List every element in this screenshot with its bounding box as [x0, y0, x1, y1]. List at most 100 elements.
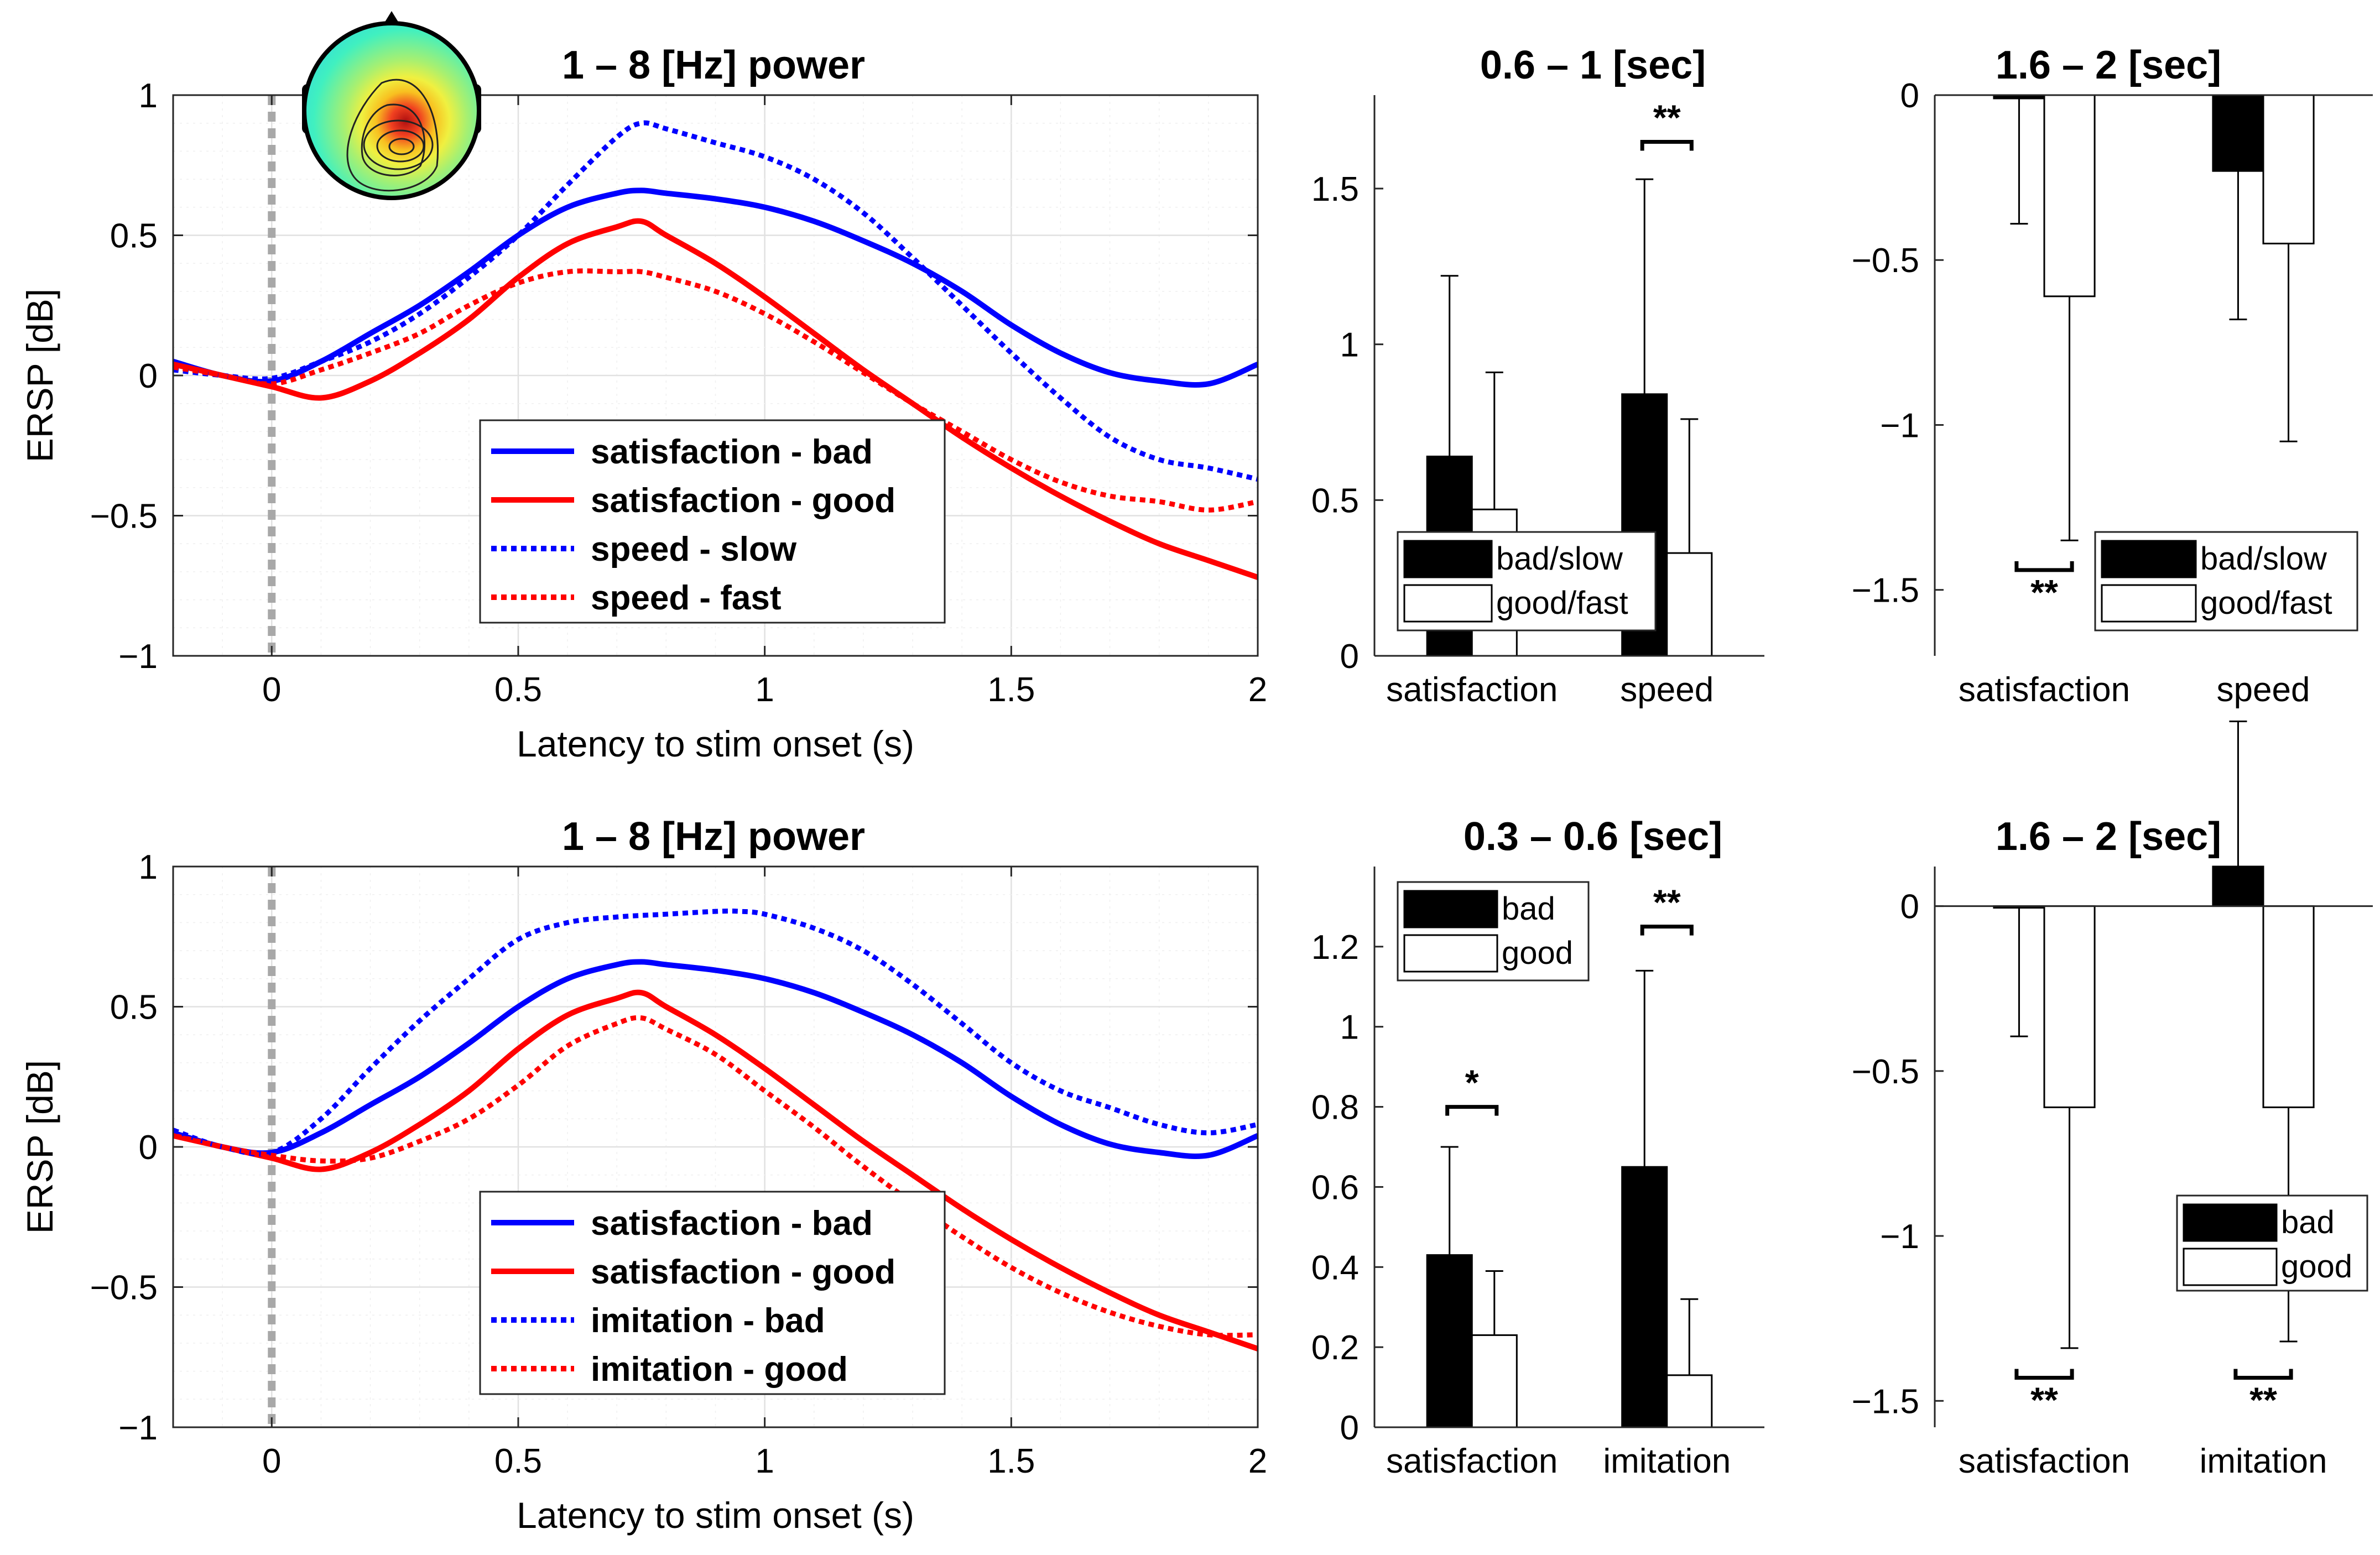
x-tick-label: 0.5 — [494, 671, 542, 709]
y-tick-label: 1.2 — [1311, 928, 1359, 967]
series-line-1 — [172, 989, 1259, 1352]
significance-bracket — [1445, 1105, 1499, 1116]
significance-label: * — [1465, 1063, 1479, 1103]
legend-label: imitation - bad — [591, 1302, 825, 1340]
x-category-label: imitation — [1603, 1442, 1731, 1480]
x-tick-label: 0 — [262, 1442, 281, 1480]
x-category-label: satisfaction — [1959, 671, 2130, 709]
bar-0-1 — [1621, 1166, 1668, 1428]
significance-label: ** — [2030, 1380, 2058, 1420]
legend-label: good/fast — [1496, 585, 1628, 621]
y-tick-label: 1.5 — [1311, 170, 1359, 208]
legend-swatch — [2101, 584, 2197, 623]
y-tick-label: 1 — [139, 848, 158, 886]
y-tick-label: 0 — [1900, 888, 1919, 926]
bar-chart-bottom-middle: ***satisfaction imitation00.20.40.60.811.… — [1311, 815, 1764, 1480]
legend-label: satisfaction - good — [591, 482, 895, 520]
y-tick-label: −0.5 — [90, 498, 158, 536]
y-tick-label: −1.5 — [1852, 572, 1919, 610]
bar-1-0 — [2043, 905, 2096, 1108]
chart-title: 1 – 8 [Hz] power — [562, 815, 865, 859]
legend-label: good — [2281, 1249, 2352, 1285]
y-tick-label: 0.5 — [110, 217, 158, 255]
bar-1-1 — [1666, 552, 1713, 657]
legend: bad good — [2176, 1194, 2368, 1292]
legend-label: satisfaction - good — [591, 1253, 895, 1291]
legend-label: good — [1502, 935, 1573, 971]
significance-bracket — [1640, 140, 1694, 151]
series-line-3 — [173, 268, 1258, 513]
y-tick-label: 1 — [1340, 1009, 1359, 1047]
y-tick-label: −1 — [1880, 406, 1919, 445]
series-line-0 — [172, 959, 1259, 1159]
legend: satisfaction - bad satisfaction - good imi… — [479, 1191, 946, 1395]
x-category-label: speed — [2217, 671, 2310, 709]
bar-chart-top-right: ** satisfaction speed 0 −0.5 −1 −1.5 1.6 – 2 [… — [1852, 43, 2373, 709]
series-line-0 — [172, 187, 1259, 388]
x-axis-label: Latency to stim onset (s) — [517, 1495, 914, 1536]
series-line-2 — [172, 908, 1258, 1157]
legend-swatch — [1403, 890, 1498, 928]
chart-title: 1.6 – 2 [sec] — [1996, 43, 2221, 87]
legend-label: bad/slow — [1496, 541, 1623, 577]
y-tick-label: −0.5 — [90, 1269, 158, 1307]
x-category-label: satisfaction — [1386, 671, 1558, 709]
chart-title: 1 – 8 [Hz] power — [562, 43, 865, 87]
bar-0-1 — [2212, 865, 2264, 907]
y-tick-label: 0.5 — [1311, 482, 1359, 520]
y-tick-label: 0.5 — [110, 989, 158, 1027]
legend-swatch — [2183, 1203, 2278, 1242]
y-tick-label: −1 — [118, 638, 158, 676]
y-tick-label: −1.5 — [1852, 1382, 1919, 1421]
significance-label: ** — [1653, 98, 1681, 138]
x-tick-label: 2 — [1248, 1442, 1267, 1480]
legend-label: bad/slow — [2200, 541, 2327, 577]
significance-label: ** — [2030, 572, 2058, 612]
bar-1-0 — [1471, 1334, 1518, 1428]
y-tick-label: 0 — [1900, 77, 1919, 115]
y-tick-label: −0.5 — [1852, 242, 1919, 280]
bar-1-1 — [1666, 1374, 1713, 1428]
legend: satisfaction - bad satisfaction - good spe… — [479, 419, 946, 624]
series-line-1 — [172, 218, 1259, 580]
line-chart-bottom: 0 0.5 1 1.5 2 1 0.5 0 −0.5 −1 1 – 8 [Hz] power La… — [19, 815, 1267, 1536]
bar-0-1 — [2212, 94, 2264, 172]
bar-1-1 — [2262, 94, 2315, 244]
x-category-label: imitation — [2200, 1442, 2327, 1480]
legend-label: speed - slow — [591, 530, 797, 568]
legend-label: imitation - good — [591, 1350, 848, 1389]
legend-swatch — [2183, 1248, 2278, 1286]
y-tick-label: 0.8 — [1311, 1089, 1359, 1127]
x-category-label: satisfaction — [1386, 1442, 1558, 1480]
x-category-label: speed — [1620, 671, 1714, 709]
y-tick-label: 0 — [139, 1129, 158, 1167]
legend-swatch — [2101, 540, 2197, 578]
significance-bracket — [2233, 1369, 2293, 1380]
legend: bad/slow good/fast — [2094, 531, 2358, 632]
legend-label: satisfaction - bad — [591, 1204, 873, 1243]
y-tick-label: −0.5 — [1852, 1053, 1919, 1091]
legend: bad/slow good/fast — [1397, 531, 1657, 632]
bar-chart-top-middle: ** satisfaction speed 0 0.5 1 1.5 0.6 – 1 [sec… — [1311, 43, 1764, 709]
significance-label: ** — [1653, 883, 1681, 922]
x-tick-label: 2 — [1248, 671, 1267, 709]
series-line-2 — [173, 120, 1258, 482]
y-tick-label: 0 — [139, 357, 158, 395]
series-line-3 — [173, 1015, 1258, 1338]
x-category-label: satisfaction — [1959, 1442, 2130, 1480]
x-tick-label: 1.5 — [987, 1442, 1035, 1480]
chart-title: 0.6 – 1 [sec] — [1480, 43, 1706, 87]
line-chart-top: 0 0.5 1 1.5 2 1 0.5 0 −0.5 −1 1 – 8 [Hz] power La… — [19, 11, 1267, 764]
y-tick-label: −1 — [118, 1409, 158, 1447]
legend-label: speed - fast — [591, 579, 782, 617]
y-tick-label: 0 — [1340, 1409, 1359, 1447]
y-tick-label: 1 — [139, 77, 158, 115]
x-tick-label: 1 — [755, 1442, 774, 1480]
x-axis-label: Latency to stim onset (s) — [517, 723, 914, 764]
bar-0-0 — [1426, 1254, 1473, 1428]
y-tick-label: −1 — [1880, 1218, 1919, 1256]
chart-title: 0.3 – 0.6 [sec] — [1464, 815, 1722, 859]
x-tick-label: 1.5 — [987, 671, 1035, 709]
legend-swatch — [1403, 584, 1493, 623]
bar-1-1 — [2262, 905, 2315, 1108]
